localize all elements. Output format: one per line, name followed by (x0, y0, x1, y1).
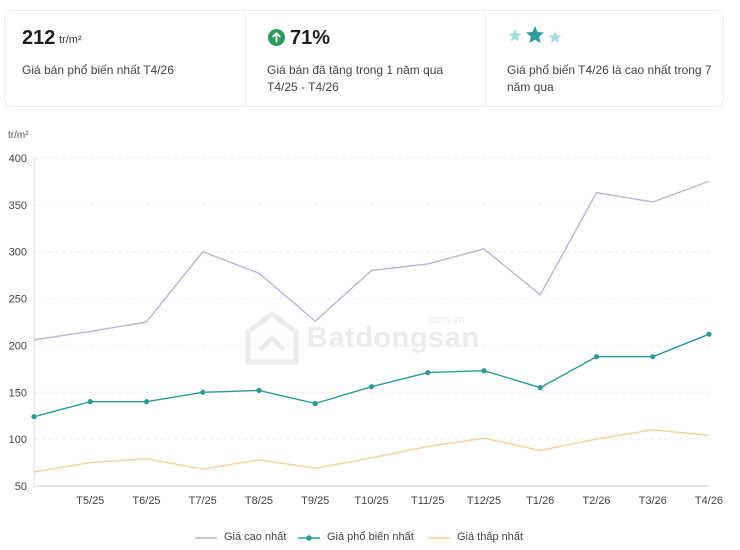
arrow-up-circle-icon (268, 29, 285, 46)
y-tick-label: 150 (9, 387, 27, 399)
y-tick-label: 250 (9, 294, 27, 306)
watermark-brand: Batdongsan (307, 322, 480, 354)
legend-swatch-max (195, 537, 217, 539)
x-tick-label: T5/25 (76, 495, 104, 507)
x-tick-label: T6/25 (132, 495, 160, 507)
series-point-1 (256, 387, 262, 394)
watermark: Batdongsan .com.vn (244, 308, 494, 368)
y-tick-label: 400 (9, 153, 27, 165)
x-tick-label: T3/26 (639, 495, 667, 507)
legend-label-min: Giá thấp nhất (457, 531, 524, 543)
x-tick-label: T2/26 (582, 495, 610, 507)
three-stars-icon (508, 26, 562, 43)
legend-swatch-min (428, 537, 450, 539)
x-tick-label: T7/25 (189, 495, 217, 507)
y-tick-label: 50 (15, 481, 27, 493)
legend-swatch-popular (298, 535, 320, 541)
popular-price-unit: tr/m² (59, 34, 82, 46)
series-point-1 (87, 399, 93, 405)
summary-stats-card: 212 tr/m² Giá bán phổ biến nhất T4/26 71… (4, 10, 724, 107)
series-point-1 (481, 368, 487, 374)
series-line-2 (33, 429, 710, 473)
popular-price-description: Giá bán phổ biến nhất T4/26 (22, 63, 174, 77)
watermark-logo-icon (245, 311, 299, 365)
highest-rank-description: Giá phổ biến T4/26 là cao nhất trong 7 n… (507, 63, 712, 94)
y-tick-label: 100 (9, 434, 27, 446)
series-point-1 (143, 399, 150, 405)
x-tick-label: T9/25 (301, 495, 329, 507)
x-tick-label: T11/25 (411, 495, 444, 507)
y-tick-label: 200 (9, 340, 27, 352)
price-increase-description: Giá bán đã tăng trong 1 năm qua T4/25 - … (267, 62, 477, 96)
y-axis-unit: tr/m² (8, 130, 29, 141)
x-tick-label: T12/25 (467, 495, 501, 507)
series-line-0 (33, 180, 710, 341)
series-point-1 (425, 370, 431, 376)
series-line-1 (33, 333, 710, 418)
legend-label-popular: Giá phổ biến nhất (327, 531, 414, 543)
series-point-1 (368, 384, 375, 390)
series-point-1 (593, 354, 600, 360)
chart-legend: Giá cao nhất Giá phổ biến nhất Giá thấp … (0, 530, 740, 548)
price-increase-description-line2: T4/25 - T4/26 (267, 80, 339, 94)
price-chart: tr/m² Batdongsan .com.vn 50 100 150 200 250 3… (0, 120, 740, 550)
price-increase-value: 71% (290, 27, 331, 49)
series-point-1 (31, 414, 37, 420)
series-point-1 (537, 385, 543, 391)
x-tick-label: T8/25 (245, 495, 273, 507)
y-tick-label: 300 (9, 247, 27, 259)
legend-label-max: Giá cao nhất (224, 531, 287, 543)
y-tick-label: 350 (9, 200, 27, 212)
popular-price-value: 212 (22, 27, 56, 49)
series-point-1 (650, 354, 656, 360)
x-tick-label: T1/26 (526, 495, 554, 507)
price-increase-description-line1: Giá bán đã tăng trong 1 năm qua (267, 63, 444, 77)
stat-price-increase: 71% Giá bán đã tăng trong 1 năm qua T4/2… (245, 11, 485, 106)
watermark-domain: .com.vn (426, 314, 465, 326)
stat-popular-price: 212 tr/m² Giá bán phổ biến nhất T4/26 (5, 11, 245, 106)
x-tick-label: T10/25 (354, 495, 388, 507)
series-point-1 (706, 331, 712, 337)
series-point-1 (200, 389, 206, 395)
line-chart-svg: 50 100 150 200 250 300 350 400 T5/25 T6/25 T7/25 T8… (9, 153, 723, 507)
series-point-1 (312, 400, 318, 407)
x-tick-label: T4/26 (695, 495, 723, 507)
stat-highest-rank: Giá phổ biến T4/26 là cao nhất trong 7 n… (485, 11, 723, 106)
